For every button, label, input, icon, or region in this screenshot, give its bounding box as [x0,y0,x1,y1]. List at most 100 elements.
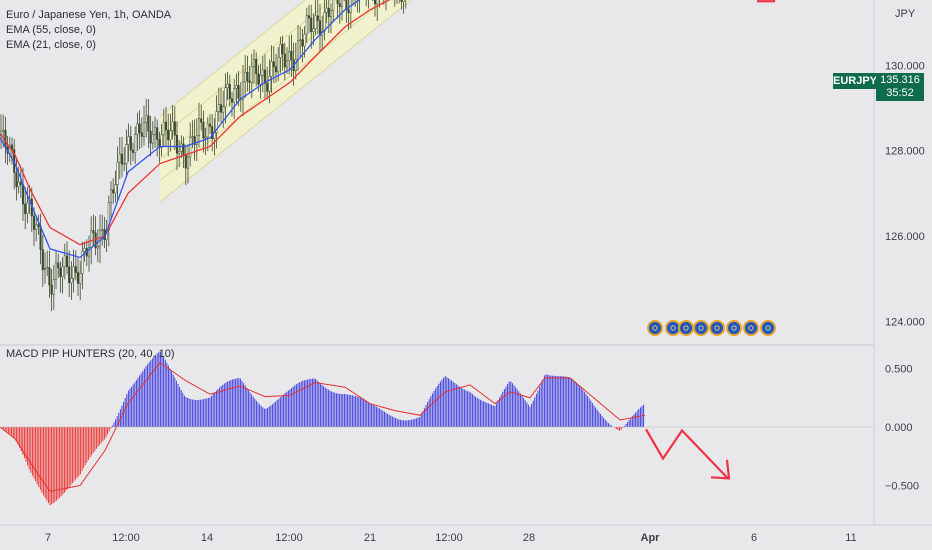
indicator-ema-21[interactable]: EMA (21, close, 0) [6,39,96,51]
candle-body [241,81,245,100]
candle-body [219,104,223,113]
candle-body [376,0,379,5]
candle-body [202,122,205,139]
candle-body [48,267,51,286]
candle-body [186,156,190,169]
candle-body [83,248,86,252]
candle-body [94,232,97,249]
candle-body [70,278,73,283]
candle-body [127,136,130,145]
chart-title[interactable]: Euro / Japanese Yen, 1h, OANDA [6,9,172,21]
candle-body [222,106,225,113]
candle-body [235,85,238,89]
candle-body [162,121,165,136]
candle-body [208,123,212,127]
macd-tick-label: 0.000 [885,422,913,434]
candle-body [178,150,181,154]
candle-body [21,184,25,205]
candle-body [279,43,282,58]
event-icon-star [765,325,771,331]
indicator-ema-55[interactable]: EMA (55, close, 0) [6,24,96,36]
candle-body [26,202,29,214]
regression-channel-line [159,0,333,139]
event-icon-star [714,325,720,331]
macd-indicator-label[interactable]: MACD PIP HUNTERS (20, 40, 10) [6,348,175,360]
candle-body [54,262,58,280]
candle-body [52,278,55,295]
candle-body [244,71,247,83]
regression-channel-line [159,0,306,117]
candle-body [180,143,183,152]
economic-event-icon [667,322,679,334]
candle-body [257,73,260,85]
candle-body [336,0,339,4]
candle-body [338,3,341,7]
candle-body [156,127,159,140]
candle-body [193,136,196,145]
time-tick-label: 21 [364,532,376,544]
regression-channel-line [159,0,412,203]
candle-body [277,57,280,73]
candle-body [59,267,62,277]
candle-body [114,184,117,194]
candle-body [19,181,22,185]
candle-body [329,10,333,17]
candle-body [76,272,80,284]
candle-body [149,130,152,144]
candle-body [323,12,326,32]
candle-body [123,163,126,165]
candle-body [248,80,251,83]
price-tick-label: 126.000 [885,231,925,243]
candle-body [261,69,264,76]
candle-body [283,53,286,68]
ema-21-line [0,0,361,259]
candle-body [160,134,163,148]
candle-body [138,123,141,134]
candle-body [131,149,135,153]
candle-body [255,58,258,75]
forecast-arrowhead [757,0,776,3]
candle-body [217,104,220,112]
currency-unit: JPY [895,8,916,20]
candle-body [263,69,267,84]
candle-body [101,229,104,232]
candle-body [400,0,403,2]
candle-body [46,267,49,269]
candle-body [10,144,14,150]
candle-body [268,76,271,92]
macd-tick-label: 0.500 [885,364,913,376]
candle-body [57,262,60,269]
candle-body [112,189,115,194]
candle-body [37,224,40,227]
candle-body [81,251,84,274]
candle-body [347,9,350,14]
candle-body [252,58,256,67]
candle-body [35,224,38,230]
candle-body [125,144,128,164]
time-tick-label: 11 [845,532,856,544]
candle-body [142,122,146,137]
macd-forecast-arrowhead [710,459,731,480]
candle-body [17,181,20,187]
economic-event-icon [695,322,707,334]
price-badge-countdown: 35:52 [886,87,914,99]
candle-body [272,61,275,68]
symbol-badge: EURJPY [833,73,878,89]
candle-body [303,33,306,47]
candle-body [332,0,335,11]
candle-body [327,7,330,17]
candle-body [296,40,300,60]
candle-body [175,134,179,154]
candle-body [145,115,148,123]
time-tick-label: 28 [523,532,535,544]
macd-signal-line [0,361,646,492]
candle-body [197,118,201,136]
candle-body [281,43,284,54]
candle-body [63,255,66,268]
time-tick-label: 12:00 [112,532,140,544]
candle-body [136,123,139,135]
price-tick-label: 130.000 [885,60,925,72]
candle-body [402,0,405,2]
event-icon-star [652,325,658,331]
